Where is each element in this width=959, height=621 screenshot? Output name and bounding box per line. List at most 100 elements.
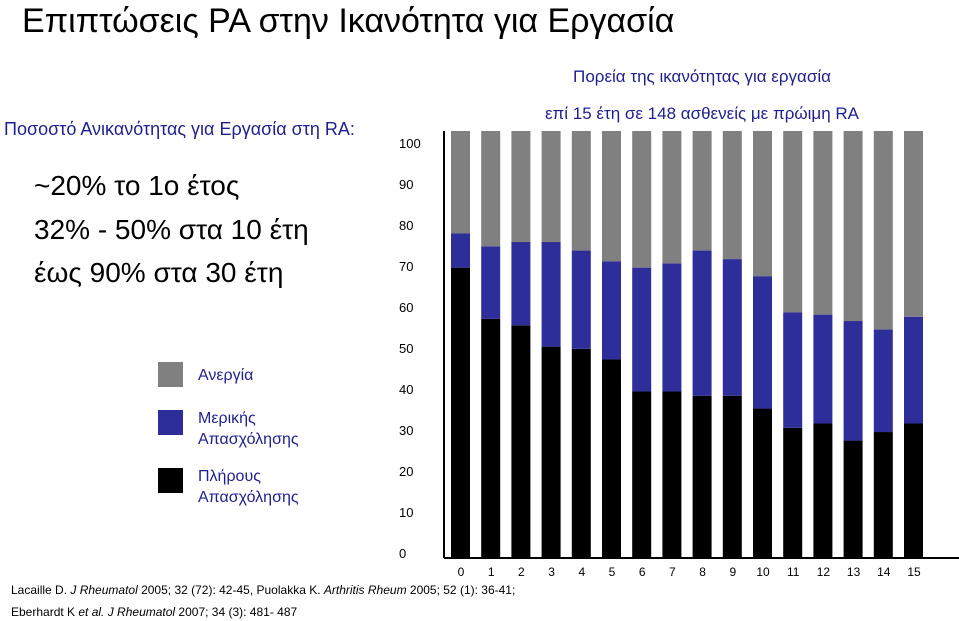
x-tick-label: 11 [786, 565, 800, 579]
bar-segment-full-time [692, 395, 712, 558]
bar-segment-full-time [873, 432, 893, 558]
x-tick-label: 0 [457, 565, 465, 579]
reference-1-journal: J Rheumatol [70, 583, 138, 597]
bar-segment-full-time [602, 359, 621, 558]
y-tick-label: 60 [399, 300, 414, 315]
bar-segment-full-time [753, 408, 772, 558]
bar-segment-unemployment [813, 131, 833, 315]
y-tick-label: 30 [399, 423, 414, 438]
subheading: Ποσοστό Ανικανότητας για Εργασία στη RA: [4, 119, 355, 139]
y-tick-label: 50 [399, 341, 414, 356]
bar-segment-unemployment [511, 131, 531, 243]
bar-segment-part-time [873, 329, 893, 433]
bar-segment-part-time [843, 321, 863, 441]
bar-segment-unemployment [541, 131, 561, 243]
bar-segment-unemployment [571, 131, 591, 251]
x-tick-label: 14 [877, 565, 891, 579]
y-tick-label: 0 [399, 546, 407, 561]
reference-1-authors: Lacaille D. [11, 583, 71, 597]
legend-swatch-part-time [158, 410, 183, 435]
x-tick-label: 2 [518, 565, 525, 579]
bar-segment-full-time [904, 423, 923, 558]
x-tick-label: 15 [907, 565, 921, 579]
bar-segment-full-time [722, 395, 742, 558]
bar-segment-unemployment [602, 131, 621, 262]
y-tick-label: 100 [399, 136, 421, 151]
bar-segment-part-time [662, 263, 682, 392]
bar-segment-part-time [571, 250, 591, 349]
legend-label-full-time-line1: Πλήρους [198, 468, 261, 485]
reference-1-details: 2005; 32 (72): 42-45, Puolakka K. [137, 583, 324, 597]
y-tick-label: 40 [399, 382, 414, 397]
y-tick-label: 80 [399, 218, 414, 233]
bar-segment-part-time [511, 242, 531, 326]
y-tick-label: 10 [399, 505, 414, 520]
bar-segment-unemployment [873, 131, 893, 330]
stat-year-10: 32% - 50% στα 10 έτη [34, 214, 309, 245]
bar-segment-part-time [632, 267, 652, 392]
bar-segment-unemployment [481, 131, 501, 247]
legend-swatch-unemployment [158, 362, 183, 387]
bar-segment-full-time [813, 423, 833, 558]
reference-1-journal2: Arthritis Rheum [323, 583, 407, 597]
x-tick-label: 9 [729, 565, 737, 579]
bar-segment-part-time [753, 276, 772, 409]
x-tick-label: 5 [608, 565, 616, 579]
bar-segment-unemployment [904, 131, 923, 317]
reference-2-journal: J Rheumatol [104, 605, 176, 619]
bar-segment-full-time [843, 440, 863, 558]
bar-segment-full-time [571, 348, 591, 558]
bar-segment-full-time [632, 391, 652, 558]
bar-segment-full-time [783, 427, 803, 558]
stat-year-1: ~20% το 1ο έτος [34, 170, 240, 201]
reference-2-etal: et al. [78, 605, 105, 619]
chart-title-line2: επί 15 έτη σε 148 ασθενείς με πρώιμη RA [544, 104, 860, 123]
bar-segment-full-time [511, 325, 531, 558]
bar-segment-part-time [722, 259, 742, 396]
reference-line-1: Lacaille D. J Rheumatol 2005; 32 (72): 4… [11, 583, 515, 597]
reference-1-details2: 2005; 52 (1): 36-41; [406, 583, 516, 597]
x-tick-label: 10 [756, 565, 770, 579]
reference-2-authors: Eberhardt K [11, 605, 79, 619]
x-tick-label: 3 [548, 565, 555, 579]
x-tick-label: 12 [816, 565, 831, 579]
slide-title: Επιπτώσεις ΡΑ στην Ικανότητα για Εργασία [22, 2, 675, 40]
chart-title-line1: Πορεία της ικανότητας για εργασία [573, 67, 831, 86]
bar-segment-part-time [692, 250, 712, 396]
x-tick-label: 1 [487, 565, 495, 579]
bar-segment-unemployment [662, 131, 682, 264]
bar-segment-part-time [541, 242, 561, 347]
y-tick-label: 20 [399, 464, 414, 479]
bar-segment-full-time [481, 318, 501, 558]
bar-segment-full-time [451, 267, 470, 558]
legend-label-unemployment: Ανεργία [198, 367, 254, 384]
x-tick-label: 7 [669, 565, 676, 579]
bar-segment-part-time [602, 261, 621, 360]
reference-line-2: Eberhardt K et al. J Rheumatol 2007; 34 … [11, 605, 297, 619]
bar-segment-full-time [541, 346, 561, 558]
x-tick-label: 8 [699, 565, 706, 579]
x-tick-label: 13 [846, 565, 861, 579]
x-tick-label: 6 [638, 565, 646, 579]
y-tick-label: 70 [399, 259, 414, 274]
legend-label-part-time-line2: Απασχόλησης [198, 431, 299, 448]
x-tick-label: 4 [578, 565, 586, 579]
y-tick-label: 90 [399, 177, 414, 192]
bar-segment-unemployment [451, 131, 470, 234]
bar-segment-unemployment [783, 131, 803, 313]
bar-segment-part-time [904, 316, 923, 424]
legend-swatch-full-time [158, 468, 183, 493]
bar-segment-unemployment [753, 131, 772, 277]
bar-segment-part-time [481, 246, 501, 319]
legend-label-full-time-line2: Απασχόλησης [198, 489, 299, 506]
bar-segment-full-time [662, 391, 682, 558]
bar-segment-unemployment [692, 131, 712, 251]
bar-segment-part-time [813, 314, 833, 424]
bar-segment-unemployment [632, 131, 652, 268]
stat-year-30: έως 90% στα 30 έτη [34, 257, 284, 288]
bar-segment-part-time [783, 312, 803, 428]
bar-segment-part-time [451, 233, 470, 268]
bar-segment-unemployment [722, 131, 742, 260]
legend-label-part-time-line1: Μερικής [198, 410, 256, 427]
